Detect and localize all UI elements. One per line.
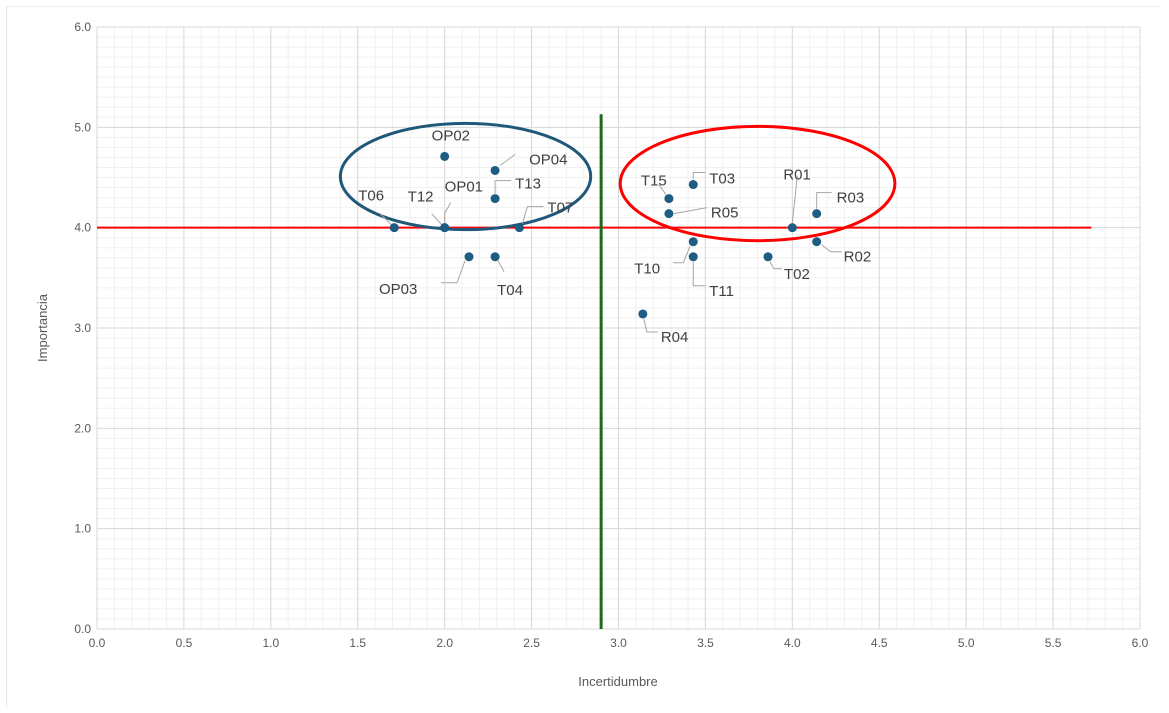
data-point-t13 [490, 194, 500, 204]
leader-line-r04 [643, 318, 658, 333]
data-point-t15 [664, 194, 674, 204]
x-tick-label: 3.5 [697, 636, 714, 650]
leader-line-t06 [379, 213, 392, 226]
x-tick-label: 5.0 [958, 636, 975, 650]
data-point-t12 [440, 223, 450, 233]
x-tick-label: 1.5 [349, 636, 366, 650]
data-point-t11 [688, 252, 698, 262]
reference-lines [97, 114, 1092, 629]
x-tick-label: 0.0 [89, 636, 106, 650]
data-label-t07: T07 [547, 200, 573, 217]
data-point-t06 [389, 223, 399, 233]
leader-line-t02 [769, 261, 782, 270]
leader-line-t13 [494, 180, 512, 194]
y-axis-ticks: 0.0 1.0 2.0 3.0 4.0 5.0 6.0 [74, 20, 91, 636]
y-tick-label: 1.0 [74, 522, 91, 536]
data-point-r03 [812, 209, 822, 219]
y-tick-label: 0.0 [74, 622, 91, 636]
data-point-r01 [787, 223, 797, 233]
data-label-r04: R04 [661, 329, 689, 346]
leader-line-t12 [431, 213, 443, 226]
data-point-r02 [812, 237, 822, 247]
data-label-t13: T13 [515, 176, 541, 193]
y-tick-label: 3.0 [74, 321, 91, 335]
data-point-r04 [638, 309, 648, 319]
data-labels: OP02 OP04 T13 OP01 T12 T06 T07 OP03 T04 T15 T03 R05… [358, 127, 871, 346]
y-tick-label: 5.0 [74, 120, 91, 134]
leader-line-r03 [816, 192, 832, 209]
data-label-op04: OP04 [529, 151, 567, 168]
leader-line-t11 [692, 261, 706, 287]
y-tick-label: 6.0 [74, 20, 91, 34]
leader-line-op01 [444, 202, 452, 223]
x-tick-label: 4.5 [871, 636, 888, 650]
data-label-t03: T03 [709, 171, 735, 188]
data-point-t03 [688, 180, 698, 190]
leader-line-t15 [658, 184, 667, 195]
data-label-op01: OP01 [445, 179, 483, 196]
data-label-t15: T15 [641, 173, 667, 190]
leader-lines [379, 154, 842, 333]
x-tick-label: 1.0 [262, 636, 279, 650]
data-points [389, 151, 822, 319]
data-label-t02: T02 [784, 266, 810, 283]
data-label-t10: T10 [634, 261, 660, 278]
data-label-op02: OP02 [432, 127, 470, 144]
y-axis-title: Importancia [35, 293, 50, 362]
leader-line-r01 [791, 175, 798, 223]
data-point-op04 [490, 165, 500, 175]
data-point-t10 [688, 237, 698, 247]
x-axis-ticks: 0.0 0.5 1.0 1.5 2.0 2.5 3.0 3.5 4.0 4.5 5.0 5.5 6.0 [89, 636, 1149, 650]
data-label-r01: R01 [783, 167, 811, 184]
x-axis-title: Incertidumbre [578, 674, 657, 689]
leader-line-t07 [521, 206, 544, 224]
blue-cluster-ellipse [338, 121, 593, 232]
x-tick-label: 0.5 [176, 636, 193, 650]
leader-line-t04 [497, 260, 505, 273]
leader-line-op04 [499, 154, 516, 166]
data-label-t06: T06 [358, 188, 384, 205]
data-label-r02: R02 [844, 249, 872, 266]
data-point-op02 [440, 151, 450, 161]
data-point-r05 [664, 209, 674, 219]
data-point-t07 [514, 223, 524, 233]
data-label-r05: R05 [711, 205, 739, 222]
leader-line-t10 [673, 245, 691, 264]
x-tick-label: 2.0 [436, 636, 453, 650]
y-tick-label: 4.0 [74, 221, 91, 235]
x-tick-label: 2.5 [523, 636, 540, 650]
x-tick-label: 6.0 [1132, 636, 1149, 650]
leader-line-r02 [821, 244, 842, 253]
x-tick-label: 5.5 [1045, 636, 1062, 650]
data-label-t12: T12 [408, 189, 434, 206]
x-tick-label: 4.0 [784, 636, 801, 650]
data-label-r03: R03 [837, 190, 865, 207]
chart-frame [6, 6, 1161, 707]
data-label-t11: T11 [709, 283, 734, 300]
data-point-op03 [464, 252, 474, 262]
leader-line-op03 [441, 260, 466, 284]
data-point-t02 [763, 252, 773, 262]
cluster-ellipses [338, 121, 897, 243]
x-tick-label: 3.0 [610, 636, 627, 650]
leader-line-r05 [673, 207, 708, 215]
data-point-t04 [490, 252, 500, 262]
leader-line-t03 [692, 172, 706, 180]
data-label-t04: T04 [497, 282, 523, 299]
major-grid [96, 26, 1141, 630]
y-tick-label: 2.0 [74, 421, 91, 435]
data-label-op03: OP03 [379, 281, 417, 298]
red-cluster-ellipse [618, 124, 897, 243]
